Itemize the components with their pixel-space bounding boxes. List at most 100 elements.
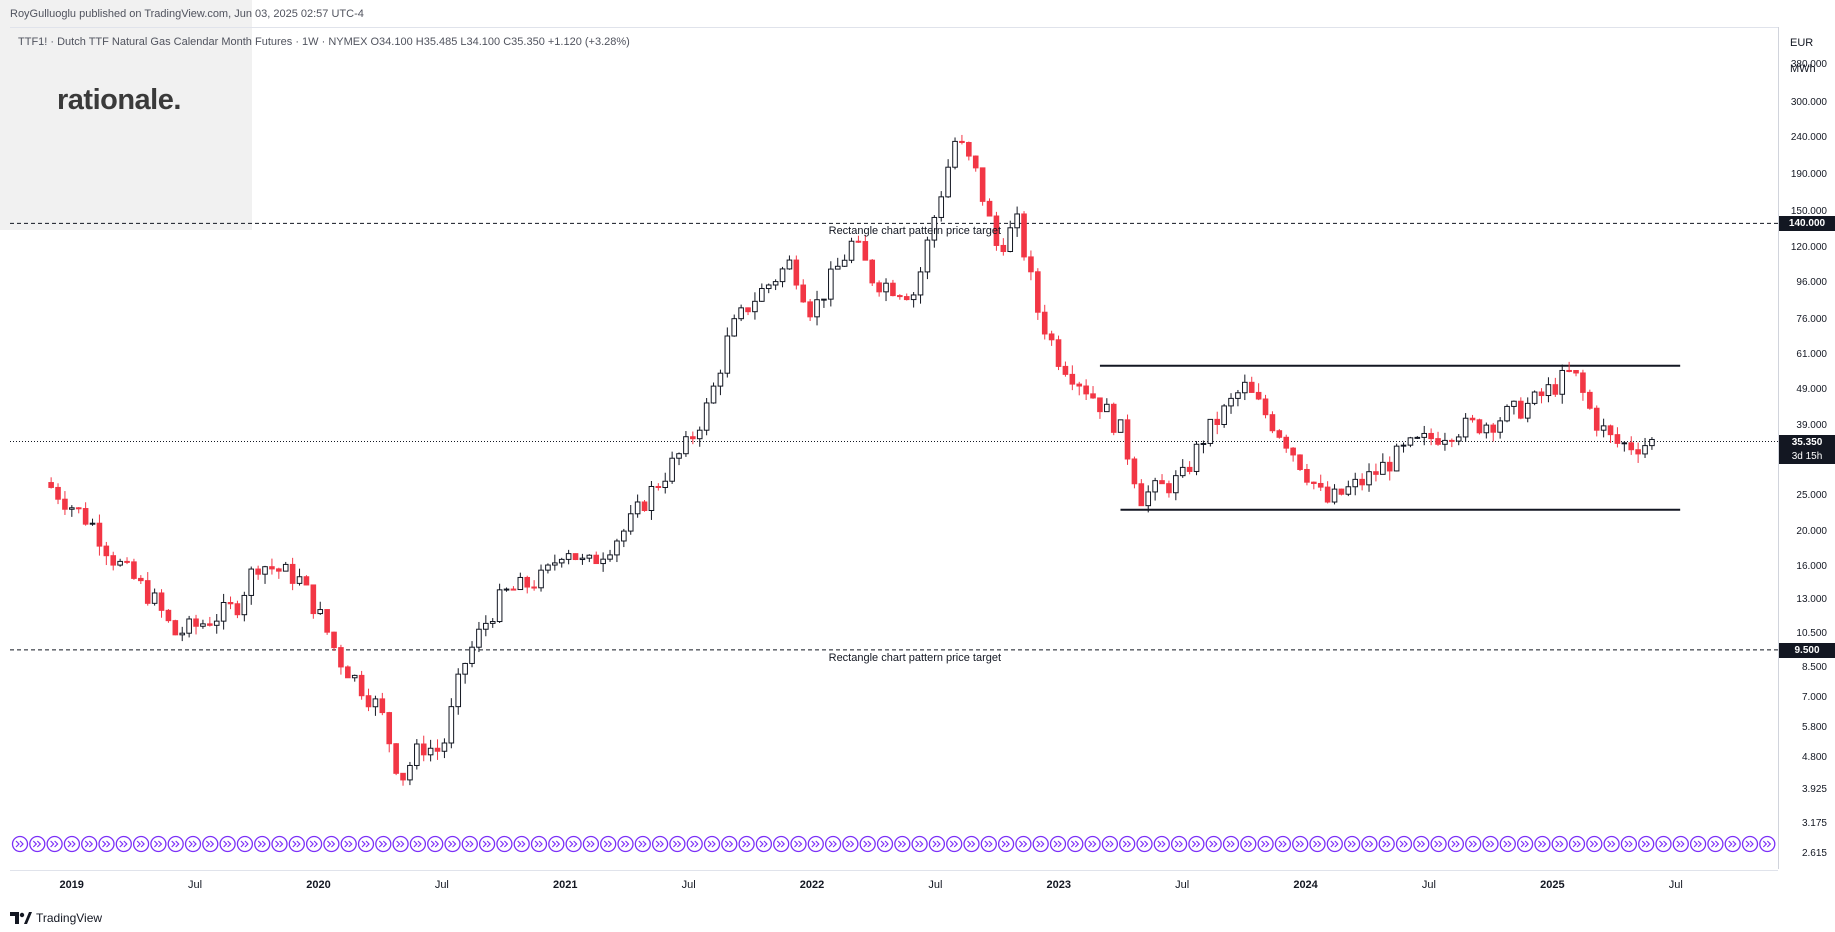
event-marker-icon[interactable] xyxy=(1499,835,1516,853)
event-marker-icon[interactable] xyxy=(1603,835,1620,853)
event-marker-icon[interactable] xyxy=(1292,835,1309,853)
event-marker-icon[interactable] xyxy=(271,835,288,853)
event-marker-icon[interactable] xyxy=(1309,835,1326,853)
event-marker-icon[interactable] xyxy=(548,835,565,853)
event-marker-icon[interactable] xyxy=(1101,835,1119,853)
event-marker-icon[interactable] xyxy=(29,835,46,853)
event-marker-icon[interactable] xyxy=(565,835,582,853)
event-marker-icon[interactable] xyxy=(790,835,807,853)
event-marker-icon[interactable] xyxy=(323,835,340,853)
event-marker-icon[interactable] xyxy=(1015,835,1032,853)
event-marker-icon[interactable] xyxy=(911,835,928,853)
event-marker-icon[interactable] xyxy=(721,835,738,853)
event-marker-icon[interactable] xyxy=(1222,835,1240,853)
event-marker-icon[interactable] xyxy=(46,835,63,853)
event-marker-icon[interactable] xyxy=(1689,835,1707,853)
event-marker-icon[interactable] xyxy=(305,835,323,853)
event-marker-icon[interactable] xyxy=(340,835,357,853)
event-marker-icon[interactable] xyxy=(1551,835,1568,853)
event-marker-icon[interactable] xyxy=(1413,835,1430,853)
event-marker-icon[interactable] xyxy=(617,835,634,853)
event-marker-icon[interactable] xyxy=(1361,835,1378,853)
event-marker-icon[interactable] xyxy=(859,835,876,853)
event-marker-icon[interactable] xyxy=(427,835,444,853)
event-marker-icon[interactable] xyxy=(1084,835,1101,853)
event-marker-icon[interactable] xyxy=(219,835,236,853)
event-marker-icon[interactable] xyxy=(254,835,271,853)
plot-area[interactable] xyxy=(10,27,1778,871)
event-marker-icon[interactable] xyxy=(1672,835,1689,853)
event-marker-icon[interactable] xyxy=(81,835,98,853)
event-marker-icon[interactable] xyxy=(461,835,478,853)
event-marker-icon[interactable] xyxy=(530,835,548,853)
event-marker-icon[interactable] xyxy=(651,835,669,853)
event-marker-icon[interactable] xyxy=(1032,835,1049,853)
event-marker-icon[interactable] xyxy=(1620,835,1638,853)
event-marker-icon[interactable] xyxy=(1153,835,1170,853)
event-marker-icon[interactable] xyxy=(807,835,824,853)
event-marker-icon[interactable] xyxy=(444,835,461,853)
event-marker-icon[interactable] xyxy=(1257,835,1274,853)
tradingview-footer[interactable]: TradingView xyxy=(10,911,102,925)
event-marker-icon[interactable] xyxy=(63,835,81,853)
event-marker-icon[interactable] xyxy=(478,835,496,853)
event-marker-icon[interactable] xyxy=(1170,835,1188,853)
event-marker-icon[interactable] xyxy=(1707,835,1724,853)
event-marker-icon[interactable] xyxy=(11,835,29,853)
event-marker-icon[interactable] xyxy=(375,835,392,853)
event-marker-icon[interactable] xyxy=(928,835,946,853)
event-marker-icon[interactable] xyxy=(357,835,375,853)
event-marker-icon[interactable] xyxy=(1343,835,1361,853)
event-marker-icon[interactable] xyxy=(409,835,427,853)
event-marker-icon[interactable] xyxy=(513,835,530,853)
event-marker-icon[interactable] xyxy=(1188,835,1205,853)
event-marker-icon[interactable] xyxy=(1395,835,1413,853)
event-marker-icon[interactable] xyxy=(1049,835,1067,853)
event-marker-icon[interactable] xyxy=(963,835,980,853)
event-marker-icon[interactable] xyxy=(634,835,651,853)
event-marker-icon[interactable] xyxy=(1205,835,1222,853)
event-marker-icon[interactable] xyxy=(946,835,963,853)
event-marker-icon[interactable] xyxy=(1638,835,1655,853)
event-marker-icon[interactable] xyxy=(1759,835,1776,853)
event-marker-icon[interactable] xyxy=(1119,835,1136,853)
event-marker-icon[interactable] xyxy=(842,835,859,853)
event-marker-icon[interactable] xyxy=(132,835,150,853)
event-marker-icon[interactable] xyxy=(703,835,721,853)
event-marker-icon[interactable] xyxy=(1274,835,1292,853)
event-marker-icon[interactable] xyxy=(669,835,686,853)
event-marker-icon[interactable] xyxy=(1378,835,1395,853)
event-marker-icon[interactable] xyxy=(184,835,202,853)
event-marker-icon[interactable] xyxy=(824,835,842,853)
event-marker-icon[interactable] xyxy=(600,835,617,853)
event-marker-icon[interactable] xyxy=(686,835,703,853)
event-marker-icon[interactable] xyxy=(1534,835,1551,853)
event-marker-icon[interactable] xyxy=(202,835,219,853)
event-marker-icon[interactable] xyxy=(236,835,254,853)
event-marker-icon[interactable] xyxy=(1465,835,1482,853)
event-marker-icon[interactable] xyxy=(1240,835,1257,853)
event-marker-icon[interactable] xyxy=(167,835,184,853)
event-marker-icon[interactable] xyxy=(738,835,755,853)
event-marker-icon[interactable] xyxy=(1326,835,1343,853)
event-marker-icon[interactable] xyxy=(1482,835,1499,853)
event-marker-icon[interactable] xyxy=(115,835,132,853)
event-marker-icon[interactable] xyxy=(1516,835,1534,853)
event-marker-icon[interactable] xyxy=(980,835,997,853)
event-marker-icon[interactable] xyxy=(98,835,115,853)
event-marker-icon[interactable] xyxy=(894,835,911,853)
event-marker-icon[interactable] xyxy=(1741,835,1759,853)
event-marker-icon[interactable] xyxy=(392,835,409,853)
event-marker-icon[interactable] xyxy=(150,835,167,853)
event-marker-icon[interactable] xyxy=(288,835,305,853)
event-marker-icon[interactable] xyxy=(1447,835,1465,853)
event-marker-icon[interactable] xyxy=(1586,835,1603,853)
event-marker-icon[interactable] xyxy=(755,835,773,853)
event-marker-icon[interactable] xyxy=(1067,835,1084,853)
event-marker-icon[interactable] xyxy=(1655,835,1672,853)
event-marker-icon[interactable] xyxy=(876,835,894,853)
event-marker-icon[interactable] xyxy=(1136,835,1153,853)
event-marker-icon[interactable] xyxy=(496,835,513,853)
event-marker-icon[interactable] xyxy=(1724,835,1741,853)
